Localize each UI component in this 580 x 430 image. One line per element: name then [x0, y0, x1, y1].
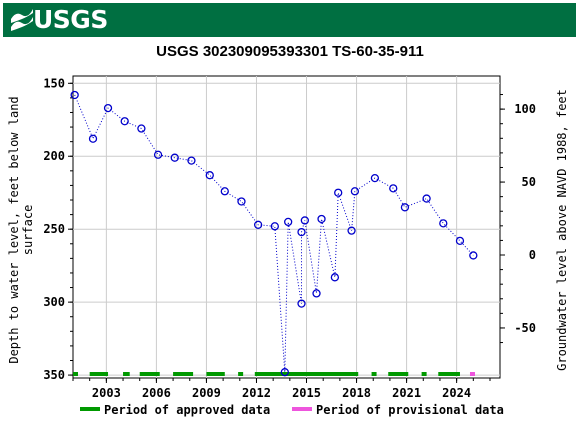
x-tick-label: 2006 — [142, 386, 171, 400]
data-point — [317, 214, 326, 224]
provisional-period-bar — [469, 372, 475, 376]
approved-period-bar — [173, 372, 194, 376]
y-right-axis-label: Groundwater level above NAVD 1988, feet — [555, 89, 569, 371]
y-left-axis-label-line1: Depth to water level, feet below land — [7, 96, 21, 363]
approved-period-bar — [139, 372, 160, 376]
data-point — [297, 227, 306, 237]
data-point — [297, 299, 306, 308]
y-left-tick-label: 350 — [43, 368, 65, 382]
data-point — [455, 236, 465, 246]
data-point — [334, 188, 343, 197]
legend-approved-label: Period of approved data — [104, 403, 270, 417]
legend-provisional-label: Period of provisional data — [316, 403, 504, 417]
period-bars — [73, 372, 475, 376]
data-point — [280, 368, 289, 377]
y-left-tick-label: 300 — [43, 295, 65, 309]
data-point — [370, 173, 380, 183]
y-left-tick-label: 250 — [43, 222, 65, 236]
legend: Period of approved data Period of provis… — [80, 403, 504, 417]
data-point — [137, 124, 146, 133]
x-tick-label: 2012 — [242, 386, 271, 400]
series-line — [74, 94, 474, 373]
data-point — [389, 184, 398, 193]
data-point — [300, 216, 309, 225]
plot-frame — [72, 75, 501, 379]
y-right-tick-label: 50 — [522, 175, 536, 189]
data-point — [347, 226, 356, 235]
axis-ticks: 2003 2006 2009 2012 2015 2018 2021 2024 150 200 25… — [43, 76, 536, 400]
x-tick-label: 2003 — [92, 386, 121, 400]
data-point — [469, 251, 478, 260]
data-point — [170, 153, 179, 162]
approved-period-bar — [254, 372, 359, 376]
data-point — [153, 150, 163, 159]
y-right-tick-label: 100 — [514, 102, 536, 116]
approved-period-bar — [123, 372, 130, 376]
legend-provisional-swatch — [292, 407, 312, 411]
approved-period-bar — [89, 372, 109, 376]
data-point — [88, 134, 98, 143]
approved-period-bar — [73, 372, 79, 376]
approved-period-bar — [238, 372, 244, 376]
usgs-wordmark: USGS — [33, 5, 108, 34]
data-point — [422, 194, 431, 203]
approved-period-bar — [206, 372, 225, 376]
y-left-axis-label-line2: surface — [21, 205, 35, 256]
data-point — [220, 187, 229, 196]
approved-period-bar — [371, 372, 377, 376]
data-point — [284, 217, 293, 227]
y-right-tick-label: -50 — [514, 321, 536, 335]
legend-approved-swatch — [80, 407, 100, 411]
data-point — [70, 90, 79, 100]
y-left-tick-label: 150 — [43, 76, 65, 90]
x-tick-label: 2021 — [392, 386, 421, 400]
approved-period-bar — [388, 372, 409, 376]
data-point — [237, 197, 246, 206]
x-tick-label: 2009 — [192, 386, 221, 400]
usgs-banner: USGS — [3, 3, 576, 37]
data-series — [70, 90, 478, 377]
data-point — [120, 117, 129, 126]
data-point — [187, 156, 196, 165]
grid-lines — [73, 76, 500, 378]
y-right-tick-label: 0 — [529, 248, 536, 262]
data-point — [350, 187, 360, 196]
usgs-logo-icon — [11, 9, 33, 31]
data-point — [312, 289, 321, 298]
approved-period-bar — [438, 372, 460, 376]
x-tick-label: 2024 — [442, 386, 471, 400]
x-tick-label: 2015 — [292, 386, 321, 400]
data-point — [270, 222, 279, 231]
chart-title: USGS 302309095393301 TS-60-35-911 — [156, 43, 424, 60]
y-left-tick-label: 200 — [43, 149, 65, 163]
data-point — [103, 103, 113, 113]
data-point — [253, 220, 263, 229]
approved-period-bar — [421, 372, 427, 376]
data-point — [439, 219, 448, 228]
x-tick-label: 2018 — [342, 386, 371, 400]
data-point — [205, 171, 214, 180]
data-point — [400, 203, 410, 212]
data-point — [330, 273, 340, 282]
